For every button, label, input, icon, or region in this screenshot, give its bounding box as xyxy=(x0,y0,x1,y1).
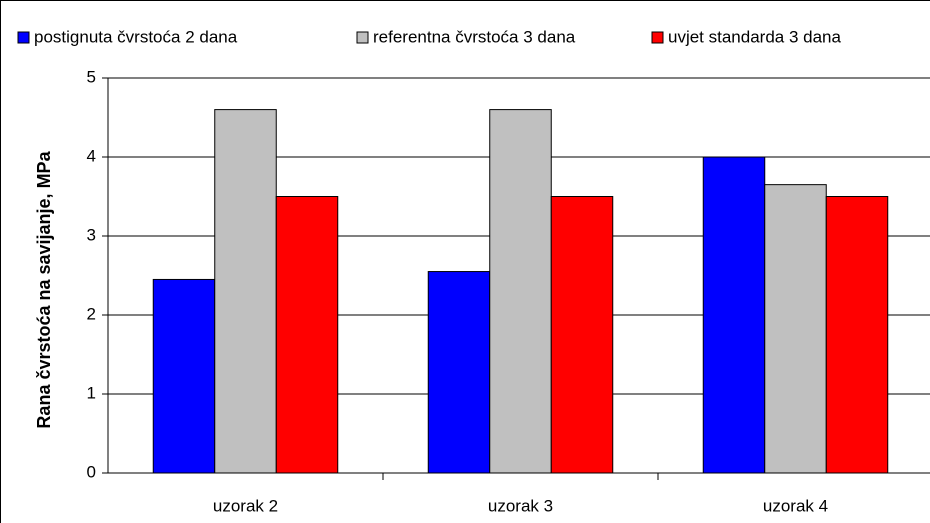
legend-label: postignuta čvrstoća 2 dana xyxy=(34,27,238,46)
bar xyxy=(550,196,614,474)
y-tick-label: 5 xyxy=(87,67,96,86)
bar xyxy=(489,109,552,474)
bar xyxy=(427,271,491,474)
y-tick-label: 2 xyxy=(87,304,96,323)
bar xyxy=(275,196,339,474)
y-axis-label: Rana čvrstoća na savijanje, MPa xyxy=(34,150,54,428)
y-tick-label: 4 xyxy=(87,146,96,165)
legend-swatch xyxy=(651,31,664,44)
legend-swatch xyxy=(356,31,369,44)
bar xyxy=(214,109,277,474)
legend-swatch xyxy=(17,31,30,44)
bar xyxy=(152,278,216,474)
y-tick-label: 0 xyxy=(87,462,96,481)
x-tick-label: uzorak 2 xyxy=(213,496,278,515)
y-tick-label: 1 xyxy=(87,383,96,402)
x-tick-label: uzorak 3 xyxy=(488,496,553,515)
bar xyxy=(702,156,766,474)
bar xyxy=(825,196,889,474)
x-tick-label: uzorak 4 xyxy=(763,496,828,515)
legend-label: uvjet standarda 3 dana xyxy=(668,27,842,46)
bar xyxy=(764,184,827,474)
legend-label: referentna čvrstoća 3 dana xyxy=(373,27,576,46)
y-tick-label: 3 xyxy=(87,225,96,244)
